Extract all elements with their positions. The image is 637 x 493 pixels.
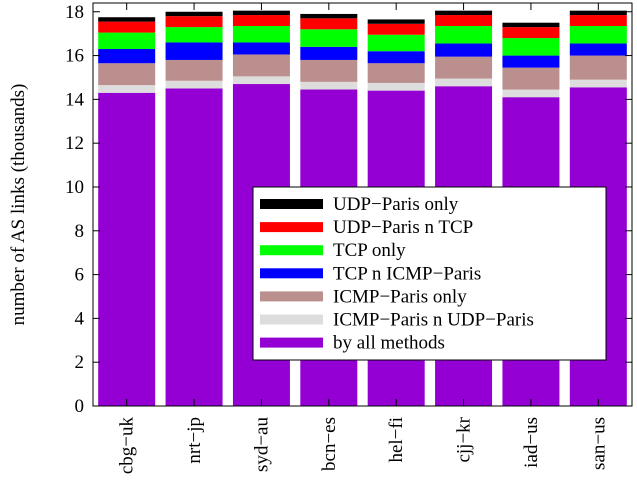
bar-segment	[502, 38, 560, 56]
bar-segment	[300, 13, 358, 19]
bar-segment	[435, 25, 493, 44]
bar-segment	[435, 10, 493, 16]
bar-segment	[300, 59, 358, 82]
y-tick-label: 18	[65, 2, 84, 23]
legend-label: UDP−Paris n TCP	[333, 217, 473, 238]
x-category-label: cjj−kr	[454, 416, 475, 462]
legend-label: ICMP−Paris n UDP−Paris	[333, 310, 534, 331]
legend-label: ICMP−Paris only	[333, 286, 467, 307]
legend-swatch	[260, 199, 323, 209]
bar-segment	[367, 51, 425, 64]
bar-segment	[232, 76, 290, 85]
bar-segment	[300, 46, 358, 60]
bar-segment	[435, 78, 493, 87]
bar-segment	[98, 63, 156, 86]
bar-segment	[569, 25, 627, 44]
y-tick-label: 4	[75, 308, 85, 329]
bar-segment	[232, 10, 290, 16]
bar-segment	[569, 15, 627, 26]
x-category-label: san−us	[588, 417, 609, 470]
x-axis-ticks: cbg−uk nrt−jp syd−au bcn−es hel−fi cjj−kr iad−…	[117, 3, 609, 475]
legend-swatch	[260, 222, 323, 233]
bar-segment	[367, 82, 425, 91]
bar-segment	[435, 43, 493, 57]
plot-frame	[92, 2, 633, 407]
bar-segment	[98, 21, 156, 33]
bar-segment	[165, 16, 223, 28]
bar-segment	[569, 43, 627, 56]
bar-segment	[435, 15, 493, 26]
bar-segment	[232, 42, 290, 55]
bar-segment	[165, 27, 223, 43]
bar-segment	[165, 11, 223, 17]
legend-swatch	[260, 245, 323, 256]
bar-segment	[165, 88, 223, 406]
y-tick-label: 12	[65, 133, 84, 154]
legend-label: TCP only	[333, 240, 406, 261]
bar-segment	[165, 80, 223, 89]
x-category-label: bcn−es	[319, 417, 340, 471]
bar-segment	[300, 81, 358, 90]
y-tick-label: 10	[65, 177, 84, 198]
legend-swatch	[260, 291, 323, 302]
bar-segment	[165, 59, 223, 81]
bar-segment	[367, 23, 425, 35]
y-axis-title: number of AS links (thousands)	[8, 84, 29, 326]
bar-segment	[232, 15, 290, 26]
legend-swatch	[260, 337, 323, 348]
y-axis-ticks: 0 2 4 6 8 10 12 14 16 18	[65, 2, 632, 417]
x-category-label: iad−us	[521, 417, 542, 468]
bar-segment	[502, 27, 560, 39]
bar-segment	[569, 10, 627, 16]
bar-segment	[300, 29, 358, 47]
bar-segment	[502, 67, 560, 90]
x-category-label: syd−au	[251, 417, 272, 473]
y-tick-label: 6	[75, 265, 85, 286]
legend-swatch	[260, 314, 323, 325]
bar-segment	[98, 92, 156, 406]
y-tick-label: 0	[75, 396, 85, 417]
bar-segment	[502, 55, 560, 68]
y-tick-label: 8	[75, 221, 85, 242]
legend-label: TCP n ICMP−Paris	[333, 263, 481, 284]
bar-segment	[300, 18, 358, 30]
bar-segment	[367, 34, 425, 52]
legend-label: by all methods	[333, 333, 445, 354]
legend-swatch	[260, 268, 323, 279]
legend-label: UDP−Paris only	[333, 194, 459, 215]
bar-segment	[232, 25, 290, 43]
bar-segment	[98, 48, 156, 64]
bar-segment	[98, 17, 156, 22]
y-tick-label: 14	[65, 89, 85, 110]
x-category-label: cbg−uk	[117, 417, 138, 475]
bar-segment	[165, 42, 223, 60]
bar-segment	[367, 19, 425, 24]
bar-segment	[435, 56, 493, 79]
bar-segment	[367, 63, 425, 83]
bar-segment	[232, 54, 290, 77]
bar-segment	[98, 32, 156, 49]
bar-segment	[569, 55, 627, 80]
y-tick-label: 16	[65, 46, 84, 67]
bar-segment	[502, 89, 560, 98]
bar-segment	[569, 79, 627, 88]
bar-segment	[502, 22, 560, 28]
x-category-label: nrt−jp	[184, 417, 205, 464]
x-category-label: hel−fi	[386, 417, 407, 463]
bar-segment	[98, 85, 156, 93]
y-tick-label: 2	[75, 352, 85, 373]
